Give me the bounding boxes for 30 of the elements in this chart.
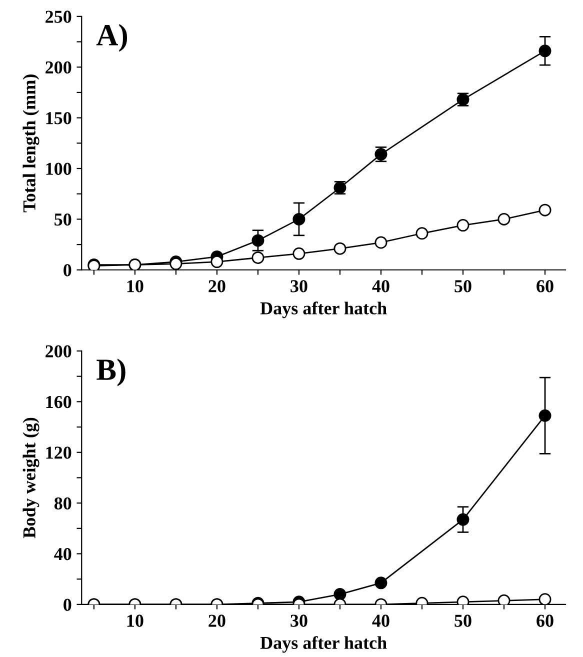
x-tick-label: 50 — [454, 614, 472, 627]
y-tick-label: 200 — [46, 61, 72, 74]
y-tick-label: 150 — [46, 112, 72, 124]
y-tick-label: 50 — [54, 213, 72, 226]
y-axis-title: Body weight (g) — [22, 418, 40, 538]
x-axis-title: Days after hatch — [260, 636, 387, 653]
y-tick-label: 200 — [46, 345, 72, 358]
y-tick-label: 80 — [54, 497, 72, 510]
x-tick-label: 40 — [372, 614, 390, 627]
y-tick-label: 0 — [64, 264, 72, 276]
y-tick-label: 100 — [46, 162, 72, 175]
chart-title: A) — [96, 24, 128, 52]
x-tick-label: 60 — [536, 280, 554, 292]
x-axis-title: Days after hatch — [260, 302, 387, 318]
x-tick-label: 10 — [127, 614, 144, 627]
x-tick-label: 20 — [208, 280, 226, 292]
y-tick-label: 120 — [46, 446, 72, 459]
chart-title: B) — [96, 358, 126, 386]
x-tick-label: 50 — [454, 280, 472, 292]
y-axis-title: Total length (mm) — [22, 74, 40, 212]
x-tick-label: 30 — [290, 280, 308, 292]
y-tick-label: 0 — [64, 598, 72, 611]
y-tick-label: 40 — [54, 548, 72, 560]
x-tick-label: 20 — [208, 614, 226, 627]
y-tick-label: 250 — [46, 10, 72, 23]
x-tick-label: 60 — [536, 614, 554, 627]
x-tick-label: 30 — [290, 614, 308, 627]
x-tick-label: 10 — [127, 280, 144, 292]
y-tick-label: 160 — [46, 396, 72, 408]
x-tick-label: 40 — [372, 280, 390, 292]
